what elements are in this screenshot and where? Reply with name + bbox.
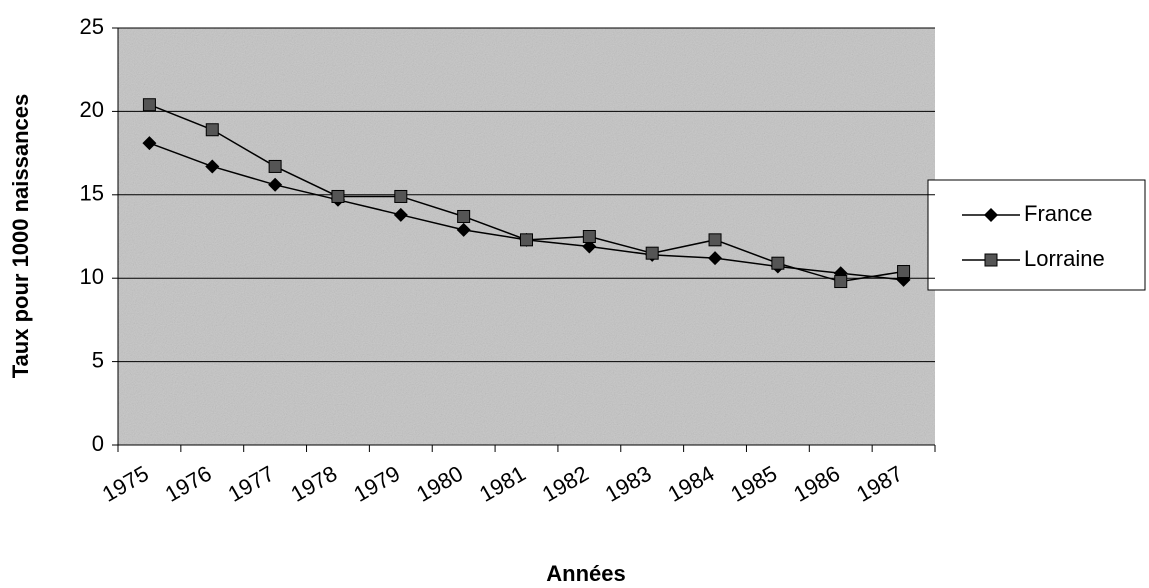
marker xyxy=(582,230,596,243)
marker xyxy=(771,256,785,270)
x-tick-label: 1976 xyxy=(161,461,216,507)
marker xyxy=(520,233,533,247)
x-tick-label: 1983 xyxy=(601,461,656,507)
x-tick-label: 1986 xyxy=(789,461,844,507)
marker xyxy=(142,98,156,112)
legend-label: France xyxy=(1024,201,1092,226)
marker xyxy=(394,189,408,203)
x-tick-label: 1977 xyxy=(224,461,279,507)
marker xyxy=(708,233,722,247)
y-tick-label: 15 xyxy=(80,181,104,206)
x-axis-title: Années xyxy=(546,561,625,586)
x-tick-label: 1982 xyxy=(538,461,593,507)
marker xyxy=(142,136,157,151)
marker xyxy=(645,246,659,260)
marker xyxy=(393,207,408,222)
legend-label: Lorraine xyxy=(1024,246,1105,271)
marker xyxy=(708,251,723,266)
y-tick-label: 25 xyxy=(80,14,104,39)
x-tick-label: 1985 xyxy=(726,461,781,507)
x-tick-label: 1979 xyxy=(349,461,404,507)
x-tick-label: 1978 xyxy=(286,461,341,507)
marker xyxy=(456,222,471,237)
marker xyxy=(205,123,219,137)
legend xyxy=(927,179,1146,291)
marker xyxy=(268,159,282,173)
marker xyxy=(331,189,345,203)
y-tick-label: 10 xyxy=(80,264,104,289)
marker xyxy=(582,239,597,254)
marker xyxy=(834,275,848,289)
marker xyxy=(457,209,471,223)
marker xyxy=(897,265,911,279)
marker xyxy=(205,159,220,174)
x-tick-label: 1980 xyxy=(412,461,467,507)
marker xyxy=(268,177,283,192)
marker xyxy=(984,208,998,222)
y-axis-title: Taux pour 1000 naissances xyxy=(8,94,33,379)
marker xyxy=(984,253,998,267)
x-tick-label: 1975 xyxy=(98,461,153,507)
y-tick-label: 5 xyxy=(92,347,104,372)
x-tick-label: 1987 xyxy=(852,461,907,507)
x-tick-label: 1981 xyxy=(475,461,530,507)
x-tick-label: 1984 xyxy=(664,461,719,507)
y-tick-label: 0 xyxy=(92,431,104,456)
y-tick-label: 20 xyxy=(80,97,104,122)
